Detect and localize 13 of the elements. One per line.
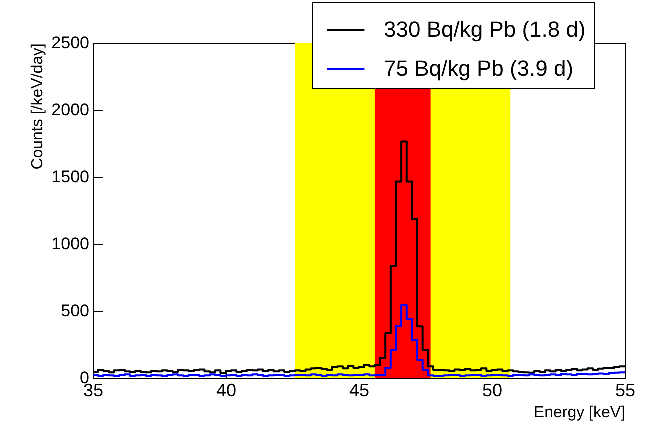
x-tick-label: 40	[216, 380, 237, 400]
y-tick-label: 1500	[52, 168, 90, 186]
y-tick-label: 2500	[52, 34, 90, 52]
x-axis-title: Energy [keV]	[534, 404, 626, 422]
x-tick-label: 45	[349, 380, 370, 400]
x-tick-label: 55	[615, 380, 636, 400]
x-tick-label: 50	[482, 380, 503, 400]
y-tick-label: 500	[61, 302, 90, 320]
y-tick-label: 2000	[52, 100, 90, 120]
legend-label: 75 Bq/kg Pb (3.9 d)	[384, 56, 574, 81]
y-axis-title: Counts [/keV/day]	[30, 44, 47, 170]
legend-label: 330 Bq/kg Pb (1.8 d)	[384, 17, 586, 42]
y-tick-label: 1000	[52, 234, 90, 254]
